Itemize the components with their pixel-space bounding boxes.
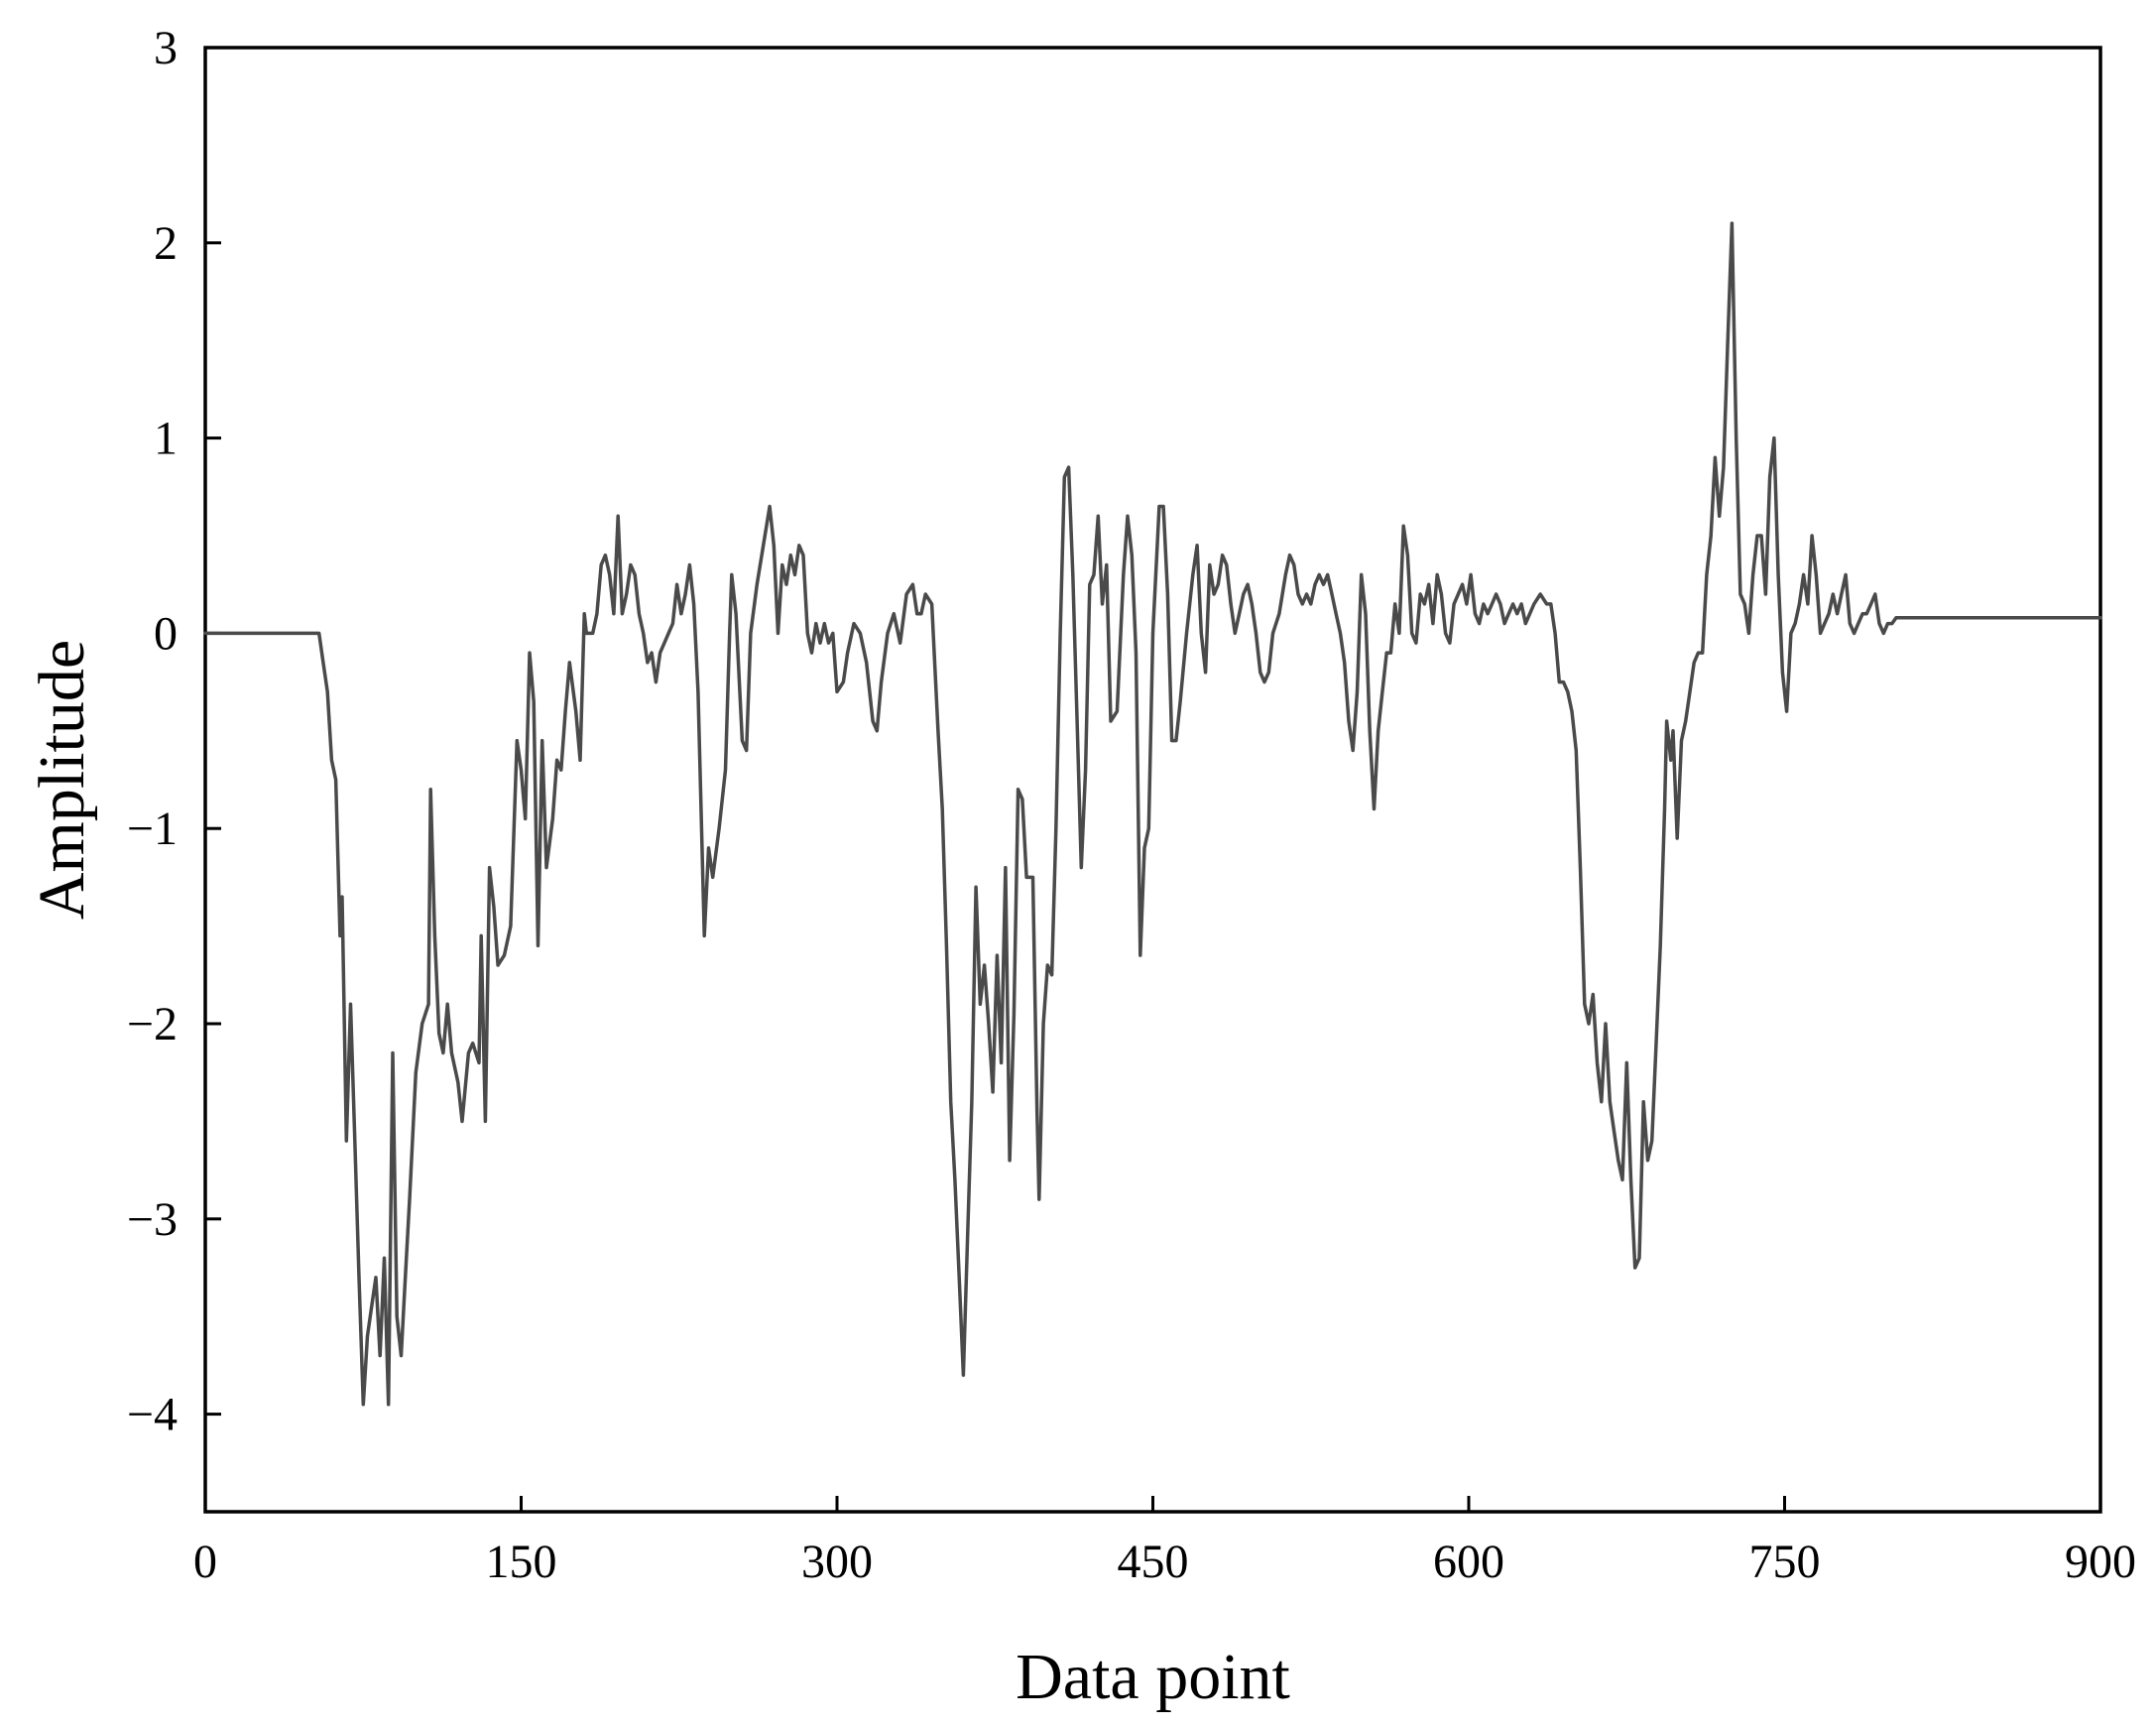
x-tick-label: 750 (1749, 1536, 1821, 1588)
x-tick-label: 0 (193, 1536, 217, 1588)
x-axis: 0 150 300 450 600 750 900 (193, 1496, 2136, 1588)
plot-border (203, 46, 2102, 1514)
x-axis-title: Data point (1016, 1641, 1290, 1713)
x-tick-label: 450 (1118, 1536, 1189, 1588)
series-line (203, 221, 2102, 1407)
x-tick-label: 150 (486, 1536, 557, 1588)
x-tick-label: 900 (2065, 1536, 2136, 1588)
y-axis: −4 −3 −2 −1 0 1 2 3 (127, 22, 221, 1441)
y-tick-label: 0 (154, 607, 178, 660)
y-tick-label: −4 (127, 1389, 178, 1441)
y-tick-label: −1 (127, 802, 178, 855)
y-tick-label: −3 (127, 1193, 178, 1246)
y-tick-label: −2 (127, 998, 178, 1050)
y-axis-title: Amplitude (26, 640, 98, 920)
y-tick-label: 2 (154, 217, 178, 270)
y-tick-label: 1 (154, 413, 178, 465)
y-tick-label: 3 (154, 22, 178, 74)
plot-frame (203, 46, 2102, 1514)
x-tick-label: 600 (1433, 1536, 1504, 1588)
x-tick-label: 300 (801, 1536, 873, 1588)
